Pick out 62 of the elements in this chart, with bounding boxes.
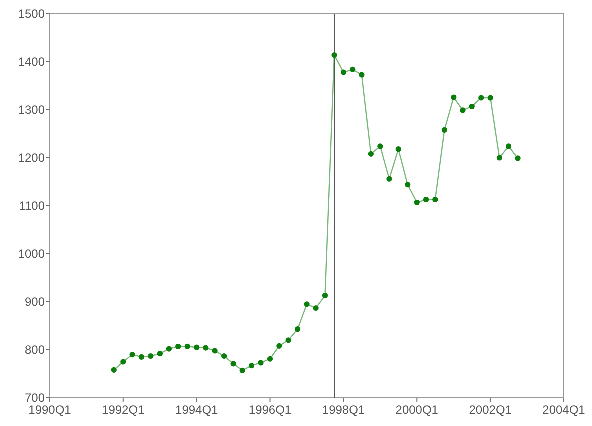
point (386, 176, 392, 182)
point (340, 70, 347, 76)
point (350, 66, 356, 72)
y-tick-label: 1300 (18, 103, 46, 118)
y-tick-label: 1100 (19, 199, 46, 214)
x-tick-label: 1998Q1 (322, 403, 366, 417)
point (240, 368, 246, 374)
point (295, 326, 301, 332)
x-tick-label: 2000Q1 (396, 403, 439, 417)
point (469, 104, 475, 110)
point (332, 52, 338, 58)
y-tick-label: 1200 (18, 151, 46, 166)
point (368, 151, 374, 157)
point (506, 144, 512, 150)
point (194, 344, 200, 350)
point (230, 361, 236, 367)
point (248, 363, 255, 369)
point (396, 146, 402, 152)
y-tick-label: 1500 (18, 7, 46, 22)
point (258, 360, 264, 366)
y-tick-label: 1000 (18, 247, 46, 262)
point (203, 345, 209, 351)
point (267, 356, 274, 362)
point (313, 305, 319, 312)
point (222, 353, 228, 360)
point (378, 144, 384, 150)
point (478, 95, 484, 101)
x-tick-label: 2002Q1 (469, 403, 512, 417)
point (432, 196, 438, 203)
point (359, 72, 365, 78)
point (212, 348, 218, 354)
point (286, 338, 292, 344)
x-tick-label: 2004Q1 (542, 403, 586, 417)
point (322, 292, 328, 299)
point (414, 200, 420, 206)
point (157, 351, 163, 357)
y-tick-label: 700 (24, 391, 46, 406)
point (460, 108, 466, 114)
point (442, 127, 448, 133)
x-tick-label: 1996Q1 (248, 403, 292, 417)
point (120, 359, 126, 365)
point (405, 182, 411, 188)
point (496, 155, 502, 161)
point (148, 353, 154, 360)
point (111, 367, 117, 373)
point (304, 302, 310, 308)
x-tick-label: 1990Q1 (28, 403, 72, 417)
point (138, 354, 144, 360)
y-tick-label: 800 (24, 343, 46, 358)
point (184, 344, 190, 350)
point (176, 344, 182, 350)
y-tick-label: 1400 (18, 55, 46, 70)
point (166, 346, 172, 352)
point (130, 352, 136, 358)
point (451, 94, 457, 100)
x-tick-label: 1992Q1 (102, 403, 146, 417)
y-tick-label: 900 (24, 295, 46, 310)
x-tick-label: 1994Q1 (176, 403, 219, 417)
point (488, 95, 494, 101)
point (276, 343, 282, 349)
point (515, 156, 521, 162)
point (423, 196, 430, 203)
